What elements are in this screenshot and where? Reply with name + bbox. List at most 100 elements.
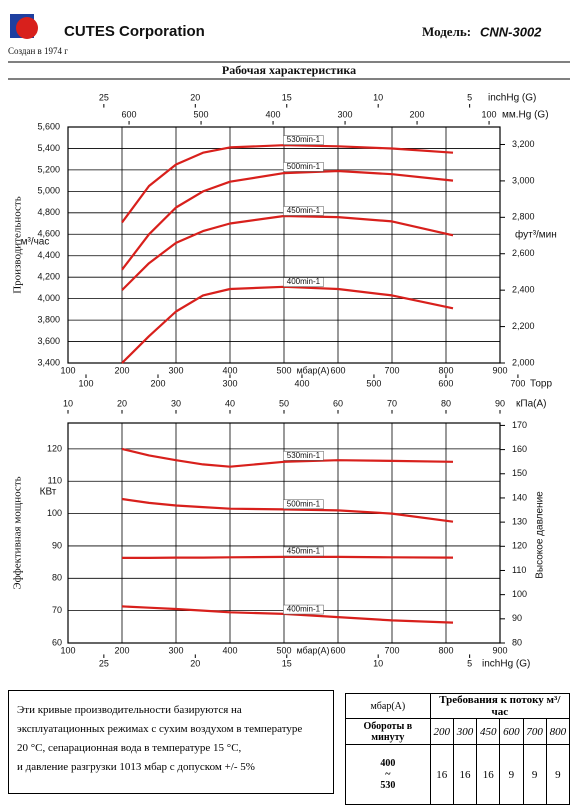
y-tick-label: 120 — [47, 443, 62, 453]
model: CNN-3002 — [480, 24, 542, 39]
extra-tick-label: 25 — [99, 658, 109, 668]
x-tick-label: 500 — [276, 365, 291, 375]
series-label: 500min-1 — [287, 499, 321, 508]
note: Эти кривые производительности базируются… — [8, 690, 334, 794]
y2-tick-label: 150 — [512, 468, 527, 478]
y2-tick-label: 110 — [512, 565, 526, 575]
extra-tick-label: 300 — [222, 378, 237, 388]
extra-tick-label: 300 — [338, 109, 353, 119]
table-cell: 400 ~ 530 — [345, 744, 431, 805]
extra-tick-label: 200 — [150, 378, 165, 388]
x-tick-label: 500 — [276, 645, 291, 655]
extra-tick-label: 500 — [366, 378, 381, 388]
y2-tick-label: 130 — [512, 516, 527, 526]
y2-tick-label: 2,800 — [512, 212, 535, 222]
table-cell: Обороты в минуту — [345, 718, 431, 745]
series-label-box — [283, 450, 324, 461]
x-axis-label: мбар(A) — [296, 365, 329, 375]
company: CUTES Corporation — [64, 23, 205, 40]
series-label-box — [283, 604, 324, 615]
extra-tick-label: 10 — [373, 92, 383, 102]
x-tick-label: 700 — [384, 645, 399, 655]
y-axis-unit: КВт — [40, 487, 57, 498]
x-tick-label: 900 — [492, 365, 507, 375]
y-tick-label: 100 — [47, 508, 62, 518]
curve — [121, 144, 454, 224]
y2-tick-label: 120 — [512, 541, 527, 551]
y-tick-label: 5,200 — [37, 164, 60, 174]
y2-tick-label: 2,400 — [512, 285, 535, 295]
x-tick-label: 200 — [114, 645, 129, 655]
y-axis-label: Эффективная мощность — [12, 476, 24, 589]
x-tick-label: 400 — [222, 645, 237, 655]
curve — [122, 555, 454, 559]
series-label: 450min-1 — [287, 547, 321, 556]
series-label: 450min-1 — [287, 206, 321, 215]
series-label-box — [283, 546, 324, 557]
extra-tick-label: 80 — [441, 398, 451, 408]
series-label-box — [283, 277, 324, 287]
table-cell: 700 — [522, 718, 547, 745]
table-cell: Требования к потоку м³/час — [429, 693, 571, 719]
series-label: 500min-1 — [287, 162, 321, 171]
series-label-box — [283, 162, 324, 172]
y2-tick-label: 90 — [512, 613, 522, 623]
table-row: 400 ~ 530 16 16 16 9 9 9 — [345, 744, 571, 805]
x-tick-label: 800 — [438, 365, 453, 375]
table-cell: 9 — [499, 744, 524, 805]
series-label-box — [283, 135, 324, 145]
table: мбар(A) Требования к потоку м³/час Обороты… — [345, 693, 571, 805]
y-tick-label: 90 — [52, 540, 62, 550]
table-row: мбар(A) Требования к потоку м³/час — [345, 693, 571, 719]
note-line: и давление разгрузки 1013 мбар с допуско… — [17, 761, 255, 773]
y-tick-label: 4,800 — [37, 207, 60, 217]
table-cell: 16 — [429, 744, 454, 805]
founded: Создан в 1974 г — [8, 46, 68, 56]
extra-tick-label: 600 — [438, 378, 453, 388]
extra-tick-label: 100 — [78, 378, 93, 388]
extra-axis-label: кПа(A) — [516, 399, 546, 410]
y-tick-label: 4,000 — [37, 293, 60, 303]
table-cell: 9 — [522, 744, 547, 805]
x-tick-label: 100 — [60, 365, 75, 375]
plot-frame — [67, 422, 501, 644]
extra-axis-label: inchHg (G) — [488, 93, 536, 104]
extra-tick-label: 600 — [122, 109, 137, 119]
x-tick-label: 300 — [168, 365, 183, 375]
plot-frame — [67, 126, 501, 364]
extra-tick-label: 60 — [333, 398, 343, 408]
extra-tick-label: 700 — [510, 378, 525, 388]
table-cell: мбар(A) — [345, 693, 431, 719]
y-tick-label: 5,600 — [37, 121, 60, 131]
y-axis-label: Производительность — [12, 196, 24, 294]
note-line: эксплуатационных режимах с сухим воздухо… — [17, 723, 303, 735]
curve — [121, 605, 454, 624]
x-axis-label: мбар(A) — [296, 645, 329, 655]
extra-tick-label: 5 — [467, 658, 472, 668]
extra-tick-label: 400 — [266, 109, 281, 119]
x-tick-label: 200 — [114, 365, 129, 375]
y-tick-label: 5,000 — [37, 186, 60, 196]
y-tick-label: 5,400 — [37, 143, 60, 153]
curve — [121, 169, 454, 271]
y-tick-label: 110 — [48, 476, 62, 486]
x-tick-label: 600 — [330, 645, 345, 655]
y2-axis-unit: фут³/мин — [515, 229, 557, 241]
series-label-box — [283, 499, 324, 509]
x-tick-label: 400 — [222, 365, 237, 375]
extra-tick-label: 50 — [279, 398, 289, 408]
curve — [121, 214, 454, 291]
extra-tick-label: 5 — [467, 92, 472, 102]
y2-tick-label: 140 — [512, 492, 527, 502]
extra-axis-label: Торр — [530, 379, 552, 390]
table-cell: 600 — [499, 718, 524, 745]
y2-tick-label: 3,000 — [512, 175, 535, 185]
x-tick-label: 600 — [330, 365, 345, 375]
y2-tick-label: 3,200 — [512, 139, 535, 149]
logo-circle — [16, 17, 38, 39]
extra-tick-label: 500 — [194, 109, 209, 119]
y-tick-label: 3,800 — [37, 314, 60, 324]
curve — [121, 497, 454, 523]
extra-axis-label: inchHg (G) — [482, 659, 530, 670]
